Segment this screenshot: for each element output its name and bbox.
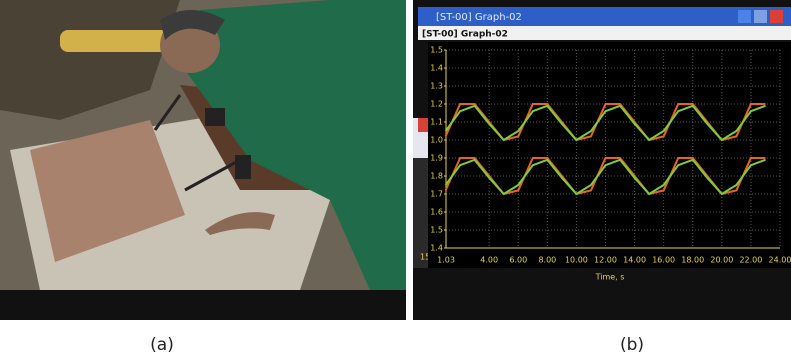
x-tick-label: 20.00: [710, 256, 733, 265]
maximize-button[interactable]: [754, 10, 767, 23]
x-tick-label: 6.00: [509, 256, 527, 265]
y-tick-label: 1.3: [430, 82, 443, 91]
x-tick-label: 1.03: [437, 256, 455, 265]
x-tick-label: 18.00: [681, 256, 704, 265]
y-tick-label: 1.0: [430, 136, 443, 145]
window-title: [ST-00] Graph-02: [436, 12, 522, 23]
x-tick-label: 16.00: [652, 256, 675, 265]
x-tick-label: 12.00: [594, 256, 617, 265]
y-tick-label: 1.5: [430, 46, 443, 55]
photo: [0, 0, 406, 320]
panel-caption: (b): [620, 335, 644, 355]
x-tick-label: 14.00: [623, 256, 646, 265]
x-tick-label: 22.00: [739, 256, 762, 265]
y-tick-label: 1.4: [430, 64, 443, 73]
window-close-button[interactable]: [770, 10, 783, 23]
plot-area: [428, 42, 791, 268]
figure: 15.17 [ST-00] Graph-02 [ST-00] Graph-02 …: [0, 0, 791, 358]
panel-caption: (a): [150, 335, 174, 355]
y-tick-label: 1.6: [430, 208, 443, 217]
y-tick-label: 1.9: [430, 154, 443, 163]
x-tick-label: 24.00: [769, 256, 791, 265]
y-tick-label: 1.2: [430, 100, 443, 109]
y-tick-label: 1.4: [430, 244, 443, 253]
x-axis-label: Time, s: [595, 273, 625, 282]
x-tick-label: 4.00: [480, 256, 498, 265]
y-tick-label: 1.7: [430, 190, 443, 199]
y-tick-label: 1.8: [430, 172, 443, 181]
minimize-button[interactable]: [738, 10, 751, 23]
chart-title: [ST-00] Graph-02: [422, 30, 508, 40]
x-tick-label: 8.00: [538, 256, 556, 265]
y-tick-label: 1.5: [430, 226, 443, 235]
y-tick-label: 1.1: [430, 118, 443, 127]
x-tick-label: 10.00: [565, 256, 588, 265]
